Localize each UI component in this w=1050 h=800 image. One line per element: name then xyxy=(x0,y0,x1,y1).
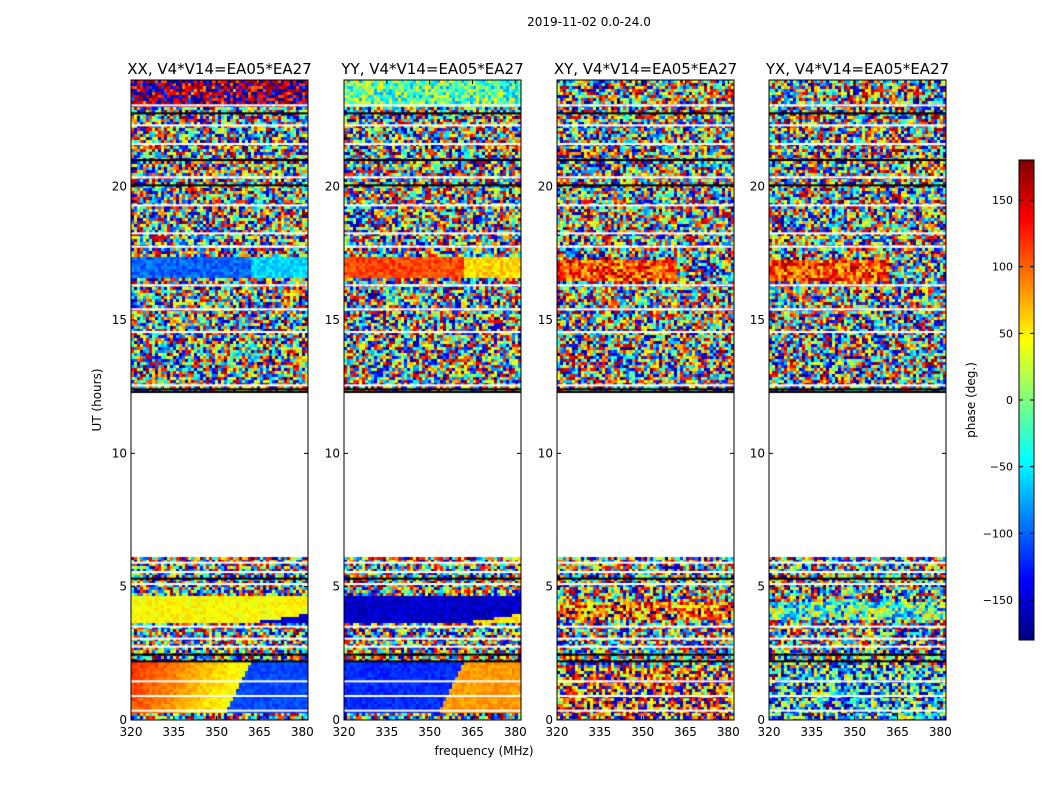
panel-xy: XY, V4*V14=EA05*EA27 320 335 350 365 380 0 5 10 1… xyxy=(538,60,740,739)
y-tick-label: 15 xyxy=(538,313,553,327)
x-tick-label: 335 xyxy=(375,725,398,739)
x-axis-label: frequency (MHz) xyxy=(434,744,533,758)
y-tick-label: 0 xyxy=(332,713,340,727)
colorbar-tick-label: −150 xyxy=(983,594,1013,607)
y-tick-label: 5 xyxy=(119,580,127,594)
x-tick-label: 365 xyxy=(461,725,484,739)
y-tick-label: 5 xyxy=(757,580,765,594)
y-tick-label: 10 xyxy=(538,446,553,460)
x-tick-label: 320 xyxy=(758,725,781,739)
x-tick-label: 335 xyxy=(800,725,823,739)
x-tick-label: 380 xyxy=(717,725,740,739)
panel-title: YX, V4*V14=EA05*EA27 xyxy=(765,60,949,78)
colorbar-tick-label: −100 xyxy=(983,527,1013,540)
x-tick-label: 320 xyxy=(546,725,569,739)
y-tick-label: 0 xyxy=(119,713,127,727)
panel-frame xyxy=(130,79,309,721)
y-tick-label: 0 xyxy=(757,713,765,727)
y-tick-label: 10 xyxy=(750,446,765,460)
y-tick-label: 15 xyxy=(325,313,340,327)
colorbar-tick-label: 0 xyxy=(1006,394,1013,407)
x-tick-label: 320 xyxy=(120,725,143,739)
panel-frame xyxy=(768,79,947,721)
panel-yx: YX, V4*V14=EA05*EA27 320 335 350 365 380 0 5 10 1… xyxy=(750,60,952,739)
y-tick-label: 15 xyxy=(112,313,127,327)
y-tick-label: 20 xyxy=(325,180,340,194)
heatmap-cells xyxy=(131,80,308,720)
y-tick-label: 5 xyxy=(332,580,340,594)
heatmap-cells xyxy=(769,80,946,720)
y-tick-label: 10 xyxy=(112,446,127,460)
x-tick-label: 335 xyxy=(588,725,611,739)
panels-group: XX, V4*V14=EA05*EA27 320 335 350 365 380 0 5 10 1… xyxy=(112,60,952,739)
x-tick-label: 380 xyxy=(504,725,527,739)
panel-xx: XX, V4*V14=EA05*EA27 320 335 350 365 380 0 5 10 1… xyxy=(112,60,314,739)
x-tick-label: 350 xyxy=(843,725,866,739)
x-tick-label: 365 xyxy=(248,725,271,739)
y-tick-label: 20 xyxy=(112,180,127,194)
y-axis-label: UT (hours) xyxy=(90,368,104,431)
colorbar-tick-label: 100 xyxy=(992,261,1013,274)
panel-frame xyxy=(556,79,735,721)
colorbar-tick-label: 150 xyxy=(992,194,1013,207)
panel-yy: YY, V4*V14=EA05*EA27 320 335 350 365 380 0 5 10 1… xyxy=(325,60,527,739)
x-tick-label: 365 xyxy=(674,725,697,739)
x-tick-label: 365 xyxy=(886,725,909,739)
colorbar-tick-label: −50 xyxy=(990,461,1013,474)
x-tick-label: 350 xyxy=(418,725,441,739)
y-tick-label: 20 xyxy=(750,180,765,194)
colorbar-tick-label: 50 xyxy=(999,327,1013,340)
y-tick-label: 15 xyxy=(750,313,765,327)
figure-suptitle: 2019-11-02 0.0-24.0 xyxy=(527,15,651,29)
x-tick-label: 380 xyxy=(291,725,314,739)
panel-title: XX, V4*V14=EA05*EA27 xyxy=(127,60,311,78)
x-tick-label: 335 xyxy=(162,725,185,739)
panel-frame xyxy=(343,79,522,721)
heatmap-cells xyxy=(344,80,521,720)
x-tick-label: 380 xyxy=(929,725,952,739)
y-tick-label: 10 xyxy=(325,446,340,460)
colorbar-label: phase (deg.) xyxy=(964,362,978,438)
heatmap-cells xyxy=(557,80,734,720)
y-tick-label: 5 xyxy=(545,580,553,594)
x-tick-label: 320 xyxy=(333,725,356,739)
colorbar: 150 100 50 0 −50 −100 −150 phase (deg.) xyxy=(964,159,1035,641)
colorbar-ticks: 150 100 50 0 −50 −100 −150 xyxy=(983,194,1034,607)
y-tick-label: 0 xyxy=(545,713,553,727)
x-tick-label: 350 xyxy=(631,725,654,739)
panel-title: XY, V4*V14=EA05*EA27 xyxy=(554,60,737,78)
panel-title: YY, V4*V14=EA05*EA27 xyxy=(340,60,523,78)
x-tick-label: 350 xyxy=(205,725,228,739)
y-tick-label: 20 xyxy=(538,180,553,194)
